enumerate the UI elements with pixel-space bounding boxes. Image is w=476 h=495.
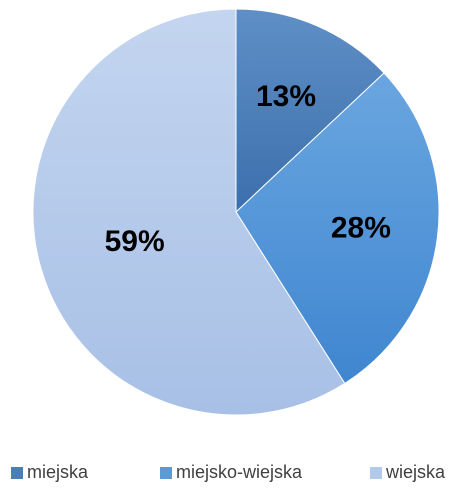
legend-item-miejsko-wiejska: miejsko-wiejska <box>160 462 302 483</box>
pie-data-labels: 13% 28% 59% <box>105 80 391 258</box>
pie-slice-miejska <box>235 8 385 214</box>
pie-slices <box>32 8 440 416</box>
legend-item-wiejska: wiejska <box>370 462 445 483</box>
legend-label-miejsko-wiejska: miejsko-wiejska <box>176 462 303 482</box>
data-label-miejska: 13% <box>256 80 316 113</box>
legend-label-miejska: miejska <box>27 462 89 482</box>
legend-label-wiejska: wiejska <box>386 462 446 482</box>
legend-swatch-wiejska <box>370 466 382 479</box>
data-label-wiejska: 59% <box>105 225 165 258</box>
pie-slice-wiejska <box>32 8 346 416</box>
legend-swatch-miejsko-wiejska <box>160 466 172 479</box>
legend: miejska miejsko-wiejska wiejska <box>0 462 476 486</box>
data-label-miejsko-wiejska: 28% <box>331 211 391 244</box>
pie-slice-miejsko-wiejska <box>235 72 440 385</box>
legend-item-miejska: miejska <box>11 462 88 483</box>
legend-swatch-miejska <box>11 466 23 479</box>
